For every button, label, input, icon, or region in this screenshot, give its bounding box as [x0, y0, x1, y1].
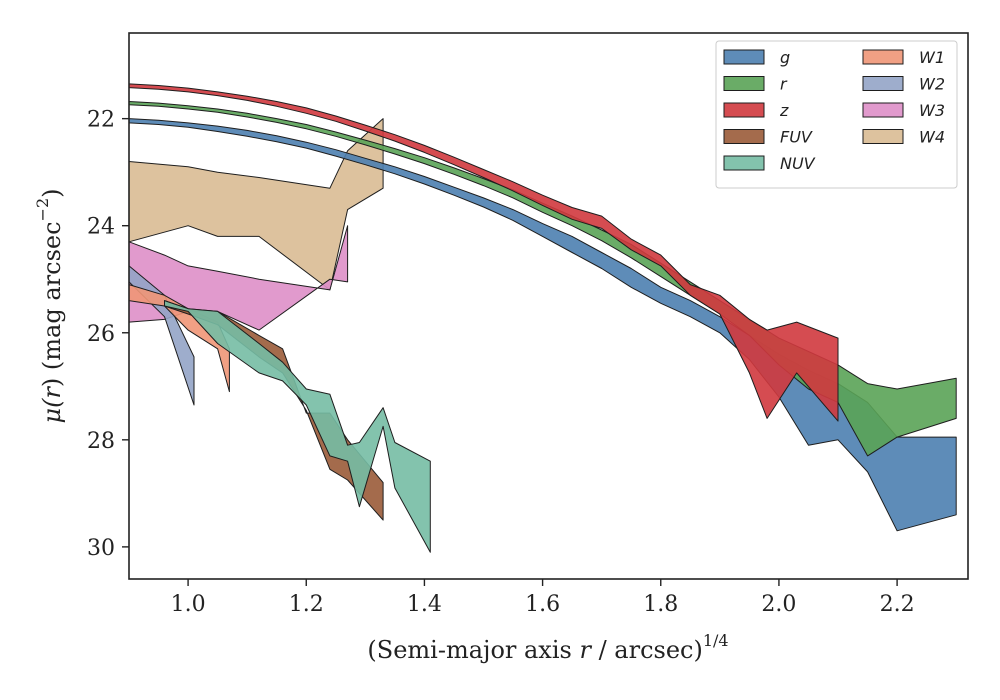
x-tick-label: 1.2 [289, 592, 324, 617]
legend-swatch-w4 [862, 129, 904, 144]
y-axis-label-variable: r [38, 386, 66, 399]
y-axis-label-units: ) (mag arcsec [38, 221, 66, 387]
y-axis-label-exponent: −2 [33, 198, 52, 222]
legend-label-nuv: NUV [780, 154, 816, 173]
x-axis-label-variable: r [579, 636, 592, 664]
legend-label-w4: W4 [919, 128, 945, 147]
x-axis-label: (Semi-major axis r / arcsec)1/4 [367, 631, 728, 664]
x-axis-label-exponent: 1/4 [703, 631, 729, 650]
legend-label-g: g [780, 48, 790, 67]
legend-label-fuv: FUV [780, 128, 813, 147]
legend-swatch-w2 [862, 76, 904, 91]
y-axis-label-mu: μ( [38, 398, 66, 424]
y-tick-label: 28 [87, 429, 115, 454]
x-axis-label-prefix: (Semi-major axis [367, 636, 579, 664]
x-tick-label: 1.8 [643, 592, 678, 617]
y-axis: 22 24 26 28 30 [87, 108, 129, 561]
legend-swatch-z [723, 102, 765, 118]
series-areas [128, 83, 957, 553]
x-tick-label: 1.6 [525, 592, 560, 617]
series-band-z [128, 83, 839, 422]
legend-swatch-w3 [862, 102, 904, 118]
series-band-w4 [128, 118, 384, 291]
series-band-g [128, 118, 957, 532]
x-axis: 1.0 1.2 1.4 1.6 1.8 2.0 2.2 [171, 579, 915, 617]
y-tick-label: 26 [87, 322, 115, 347]
y-tick-label: 30 [87, 536, 115, 561]
y-axis-label: μ(r) (mag arcsec−2) [33, 188, 66, 423]
legend-swatch-g [723, 49, 765, 65]
legend-label-w2: W2 [919, 75, 945, 94]
y-tick-label: 22 [87, 108, 115, 133]
y-axis-label-close: ) [38, 188, 66, 197]
legend-swatch-fuv [723, 129, 765, 144]
legend-label-r: r [780, 75, 788, 94]
legend-label-w3: W3 [919, 101, 945, 120]
x-tick-label: 1.0 [171, 592, 206, 617]
legend-label-z: z [779, 101, 789, 120]
legend-swatch-r [723, 76, 765, 91]
legend-swatch-w1 [862, 49, 904, 65]
plot-frame [128, 32, 969, 580]
series-band-nuv [164, 300, 431, 553]
y-tick-label: 24 [87, 215, 115, 240]
series-band-r [128, 101, 957, 457]
x-tick-label: 2.2 [880, 592, 915, 617]
legend-label-w1: W1 [919, 48, 945, 67]
x-axis-label-suffix: / arcsec) [591, 636, 703, 664]
x-tick-label: 1.4 [407, 592, 442, 617]
x-tick-label: 2.0 [761, 592, 796, 617]
legend: grz FUV NUV W1 W2 W3 W4 [715, 40, 958, 189]
legend-swatch-nuv [723, 155, 765, 171]
